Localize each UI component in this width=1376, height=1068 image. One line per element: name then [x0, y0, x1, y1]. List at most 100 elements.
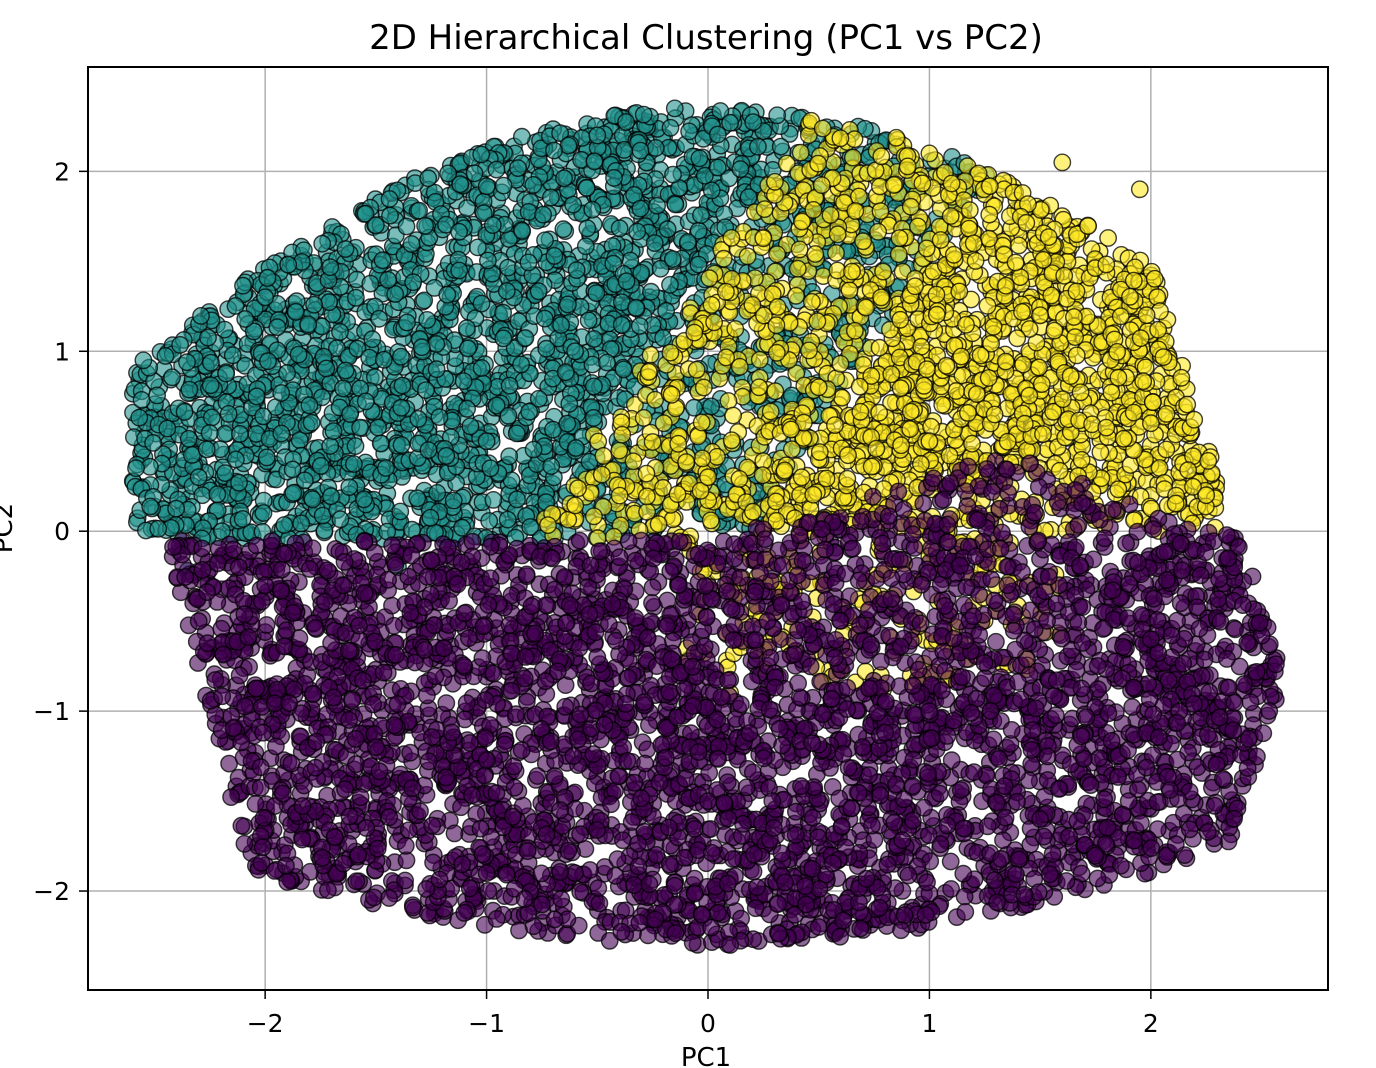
scatter-point	[247, 387, 266, 406]
scatter-point	[346, 437, 365, 455]
scatter-point	[336, 361, 355, 380]
scatter-point	[149, 519, 168, 538]
scatter-point	[1121, 287, 1139, 306]
scatter-point	[874, 262, 892, 281]
scatter-point	[202, 408, 221, 427]
scatter-point	[379, 270, 397, 289]
scatter-point	[354, 490, 373, 509]
scatter-point	[201, 376, 220, 395]
scatter-point	[979, 369, 998, 387]
scatter-point	[192, 306, 210, 325]
scatter-point	[545, 141, 563, 160]
scatter-point	[340, 478, 359, 496]
scatter-point	[665, 99, 684, 118]
scatter-point	[617, 113, 635, 131]
scatter-point	[662, 385, 681, 404]
scatter-point	[513, 221, 532, 240]
scatter-point	[585, 330, 603, 348]
scatter-point	[1061, 367, 1080, 385]
scatter-point	[579, 311, 598, 330]
scatter-point	[637, 464, 656, 483]
scatter-point	[702, 181, 721, 200]
scatter-point	[1142, 414, 1160, 433]
scatter-point	[963, 434, 981, 453]
scatter-point	[664, 250, 682, 269]
scatter-point	[499, 258, 517, 277]
scatter-point	[668, 485, 687, 503]
scatter-point	[494, 329, 513, 348]
scatter-point	[519, 253, 538, 272]
scatter-point	[787, 286, 805, 305]
scatter-point	[722, 431, 741, 450]
scatter-point	[980, 229, 998, 248]
scatter-point	[1031, 306, 1050, 325]
scatter-point	[775, 461, 794, 480]
scatter-point	[754, 229, 773, 248]
scatter-point	[292, 514, 311, 533]
scatter-point	[392, 436, 411, 454]
scatter-point	[768, 298, 787, 316]
scatter-point	[649, 515, 668, 533]
scatter-point	[299, 315, 317, 334]
scatter-point	[472, 294, 491, 313]
scatter-point	[657, 301, 675, 320]
scatter-point	[912, 337, 931, 356]
scatter-point	[370, 309, 388, 328]
scatter-point	[869, 222, 887, 241]
chart-title: 2D Hierarchical Clustering (PC1 vs PC2)	[369, 18, 1043, 58]
scatter-point	[458, 399, 476, 418]
scatter-point	[771, 137, 790, 156]
scatter-point	[738, 247, 757, 266]
scatter-point	[454, 372, 473, 390]
scatter-point	[631, 141, 650, 160]
scatter-point	[1034, 425, 1052, 443]
scatter-point	[500, 376, 519, 395]
scatter-point	[1109, 480, 1128, 499]
scatter-point	[1134, 372, 1153, 391]
scatter-point	[730, 469, 749, 488]
scatter-point	[542, 188, 560, 207]
scatter-point	[1013, 303, 1031, 321]
scatter-point	[313, 234, 332, 253]
scatter-point	[428, 483, 447, 502]
scatter-point	[998, 432, 1017, 451]
scatter-point	[487, 160, 506, 179]
scatter-point	[208, 485, 227, 504]
scatter-point	[808, 312, 827, 331]
scatter-point	[201, 353, 220, 372]
scatter-point	[524, 175, 543, 194]
scatter-point	[199, 328, 217, 347]
scatter-point	[940, 446, 959, 465]
scatter-point	[821, 206, 840, 224]
scatter-point	[755, 200, 774, 219]
scatter-point	[809, 154, 827, 173]
scatter-point	[216, 464, 235, 482]
scatter-point	[587, 284, 606, 302]
scatter-point	[915, 376, 933, 395]
scatter-point	[613, 425, 632, 444]
scatter-point	[295, 471, 314, 490]
scatter-point	[901, 402, 920, 421]
scatter-point	[430, 408, 449, 426]
scatter-point	[664, 165, 682, 184]
scatter-point	[148, 386, 167, 405]
scatter-point	[585, 152, 604, 171]
scatter-point	[380, 190, 399, 208]
scatter-point	[520, 402, 539, 421]
scatter-point	[1065, 308, 1083, 326]
cluster-1-points	[123, 99, 995, 580]
scatter-point	[230, 424, 249, 443]
scatter-point	[927, 305, 946, 324]
scatter-point	[272, 424, 291, 443]
scatter-point	[321, 258, 340, 277]
scatter-point	[812, 176, 831, 195]
scatter-point	[792, 468, 811, 487]
scatter-point	[560, 394, 579, 413]
scatter-point	[529, 282, 548, 301]
scatter-point	[535, 309, 554, 328]
scatter-point	[661, 343, 680, 362]
scatter-point	[931, 231, 950, 249]
scatter-point	[134, 351, 153, 370]
scatter-point	[507, 424, 526, 443]
scatter-point	[700, 269, 719, 288]
